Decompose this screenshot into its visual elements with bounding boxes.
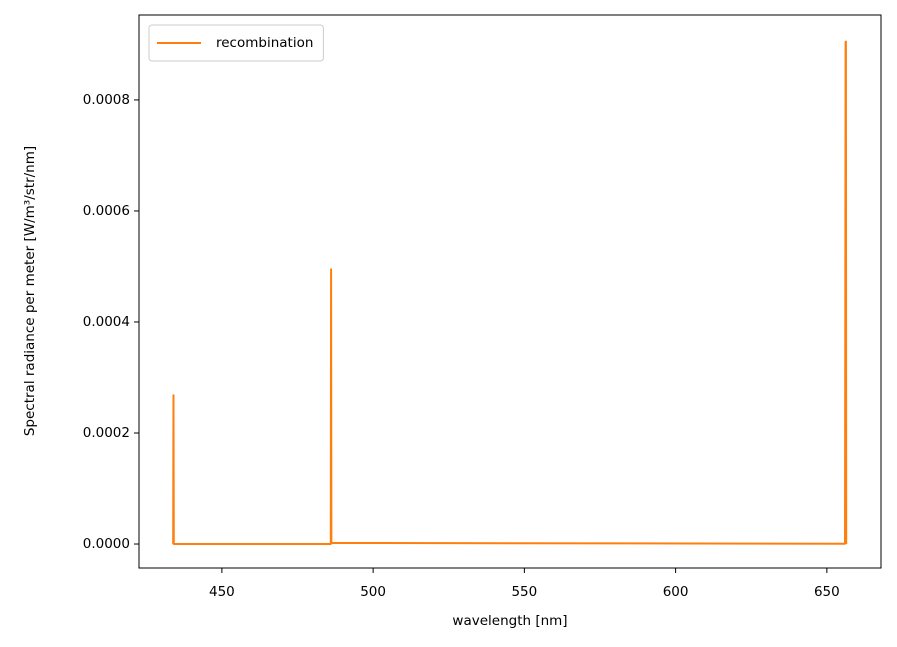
x-tick-label: 550 bbox=[511, 584, 537, 600]
y-tick-label: 0.0006 bbox=[83, 203, 130, 219]
legend-label: recombination bbox=[216, 35, 313, 51]
y-axis-label: Spectral radiance per meter [W/m³/str/nm… bbox=[22, 146, 38, 436]
plot-frame bbox=[138, 14, 882, 569]
data-line bbox=[172, 40, 848, 546]
x-axis-label: wavelength [nm] bbox=[452, 613, 567, 629]
x-tick-label: 650 bbox=[814, 584, 840, 600]
x-tick-label: 600 bbox=[663, 584, 689, 600]
y-tick-label: 0.0002 bbox=[83, 425, 130, 441]
y-tick-label: 0.0008 bbox=[83, 92, 130, 108]
legend-box bbox=[148, 24, 324, 62]
y-tick-label: 0.0004 bbox=[83, 314, 130, 330]
y-tick-label: 0.0000 bbox=[83, 536, 130, 552]
x-tick-label: 500 bbox=[360, 584, 386, 600]
x-tick-label: 450 bbox=[209, 584, 235, 600]
